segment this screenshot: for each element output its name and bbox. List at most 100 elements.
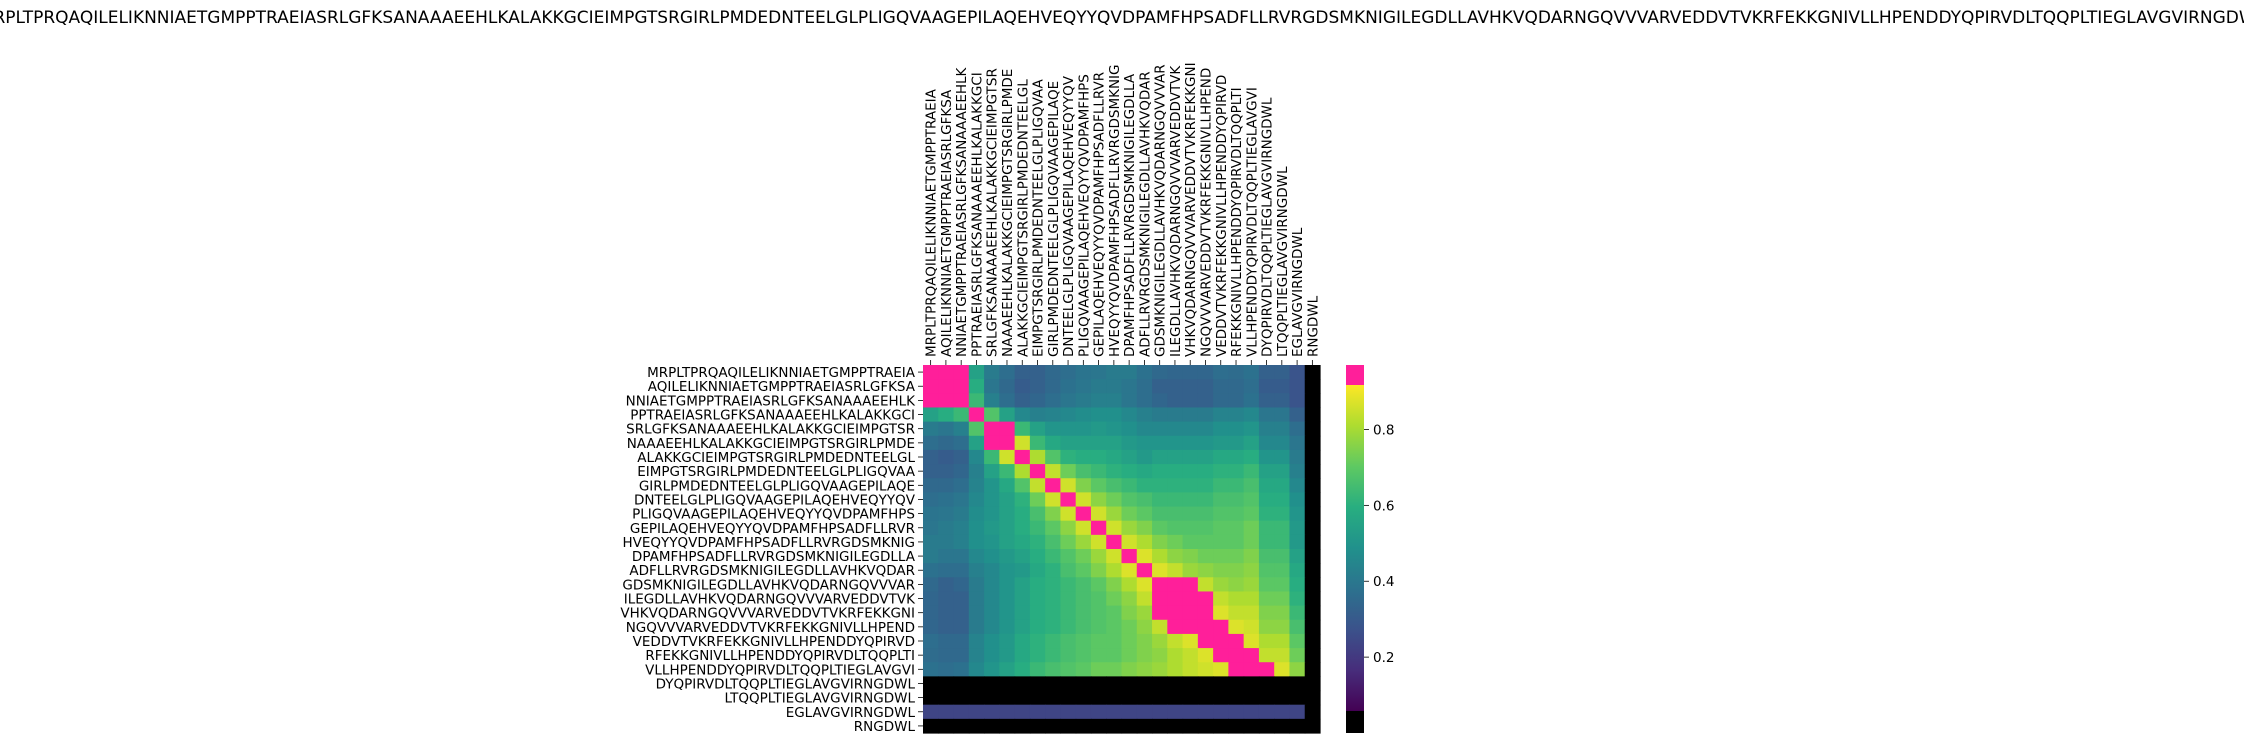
heatmap-cell — [1029, 435, 1046, 451]
heatmap-cell — [1045, 365, 1062, 380]
heatmap-cell — [1213, 464, 1229, 479]
heatmap-cell — [1060, 393, 1077, 409]
row-tick-label: GDSMKNIGILEGDLLAVHKVQDARNGQVVVAR — [622, 577, 915, 593]
heatmap-cell — [999, 464, 1016, 479]
heatmap-cell — [1304, 577, 1321, 593]
heatmap-cell — [1213, 605, 1229, 621]
heatmap-cell — [999, 492, 1016, 508]
heatmap-cell — [1182, 633, 1199, 649]
heatmap-cell — [1121, 704, 1138, 720]
heatmap-cell — [1121, 435, 1138, 451]
heatmap-cell — [1197, 379, 1214, 394]
heatmap-cell — [1258, 407, 1275, 423]
heatmap-cell — [1182, 605, 1199, 621]
heatmap-cell — [1289, 676, 1306, 692]
heatmap-cell — [1014, 520, 1031, 536]
heatmap-cell — [1304, 379, 1321, 394]
heatmap-cell — [1197, 690, 1214, 706]
heatmap-cell — [1045, 662, 1062, 677]
heatmap-cell — [968, 435, 985, 451]
heatmap-cell — [1136, 690, 1153, 706]
heatmap-cell — [968, 407, 985, 423]
colorbar-over-segment — [1346, 365, 1364, 385]
heatmap-cell — [1289, 393, 1306, 409]
heatmap-cell — [968, 449, 985, 465]
heatmap-cell — [1045, 478, 1062, 493]
heatmap-cell — [1152, 435, 1168, 451]
heatmap-cell — [1304, 633, 1321, 649]
heatmap-cell — [1167, 648, 1184, 663]
heatmap-cell — [1228, 393, 1245, 409]
heatmap-cell — [1243, 676, 1260, 692]
row-tick-label: NNIAETGMPPTRAEIASRLGFKSANAAAEEHLK — [626, 393, 917, 409]
row-tick-label: PPTRAEIASRLGFKSANAAAEEHLKALAKKGCI — [630, 408, 915, 424]
heatmap-cell — [984, 549, 1000, 564]
heatmap-cell — [1228, 520, 1245, 536]
heatmap-cell — [1121, 563, 1138, 578]
heatmap-cell — [953, 435, 970, 451]
heatmap-cell — [984, 648, 1000, 663]
heatmap-cell — [1258, 421, 1275, 437]
heatmap-cell — [1090, 648, 1107, 663]
heatmap-cell — [1243, 633, 1260, 649]
row-tick-label: VHKVQDARNGQVVVARVEDDVTVKRFEKKGNI — [620, 606, 915, 622]
heatmap-cell — [1060, 619, 1077, 635]
heatmap-cell — [1274, 704, 1291, 720]
heatmap-cell — [1213, 704, 1229, 720]
heatmap-cell — [1228, 407, 1245, 423]
heatmap-cell — [923, 633, 939, 649]
heatmap-cell — [1090, 633, 1107, 649]
heatmap-cell — [1289, 577, 1306, 593]
heatmap-cell — [1075, 520, 1092, 536]
heatmap-cell — [953, 662, 970, 677]
heatmap-cell — [984, 577, 1000, 593]
heatmap-cell — [1274, 534, 1291, 550]
heatmap-cell — [999, 365, 1016, 380]
heatmap-cell — [1152, 577, 1168, 593]
heatmap-cell — [1121, 662, 1138, 677]
heatmap-cell — [1090, 591, 1107, 607]
heatmap-cell — [1029, 478, 1046, 493]
heatmap-cell — [923, 662, 939, 677]
heatmap-cell — [1197, 407, 1214, 423]
heatmap-cell — [1075, 591, 1092, 607]
heatmap-cell — [1167, 704, 1184, 720]
heatmap-cell — [1014, 563, 1031, 578]
heatmap-cell — [1289, 662, 1306, 677]
heatmap-cell — [1060, 379, 1077, 394]
heatmap-cell — [923, 407, 939, 423]
heatmap-cell — [938, 506, 955, 522]
heatmap-cell — [1213, 662, 1229, 677]
heatmap-cell — [1274, 676, 1291, 692]
heatmap-cell — [1289, 591, 1306, 607]
heatmap-cell — [1274, 421, 1291, 437]
heatmap-cell — [1014, 591, 1031, 607]
heatmap-cell — [1106, 549, 1123, 564]
heatmap-cell — [1182, 365, 1199, 380]
heatmap-cell — [953, 478, 970, 493]
heatmap-cell — [953, 549, 970, 564]
heatmap-cell — [1243, 478, 1260, 493]
heatmap-cell — [1136, 534, 1153, 550]
heatmap-cell — [1167, 393, 1184, 409]
heatmap-cell — [1213, 379, 1229, 394]
heatmap-cell — [1289, 449, 1306, 465]
heatmap-cell — [1075, 464, 1092, 479]
heatmap-cell — [1213, 718, 1229, 734]
heatmap-cell — [1045, 718, 1062, 734]
heatmap-cell — [999, 435, 1016, 451]
heatmap-cell — [1258, 577, 1275, 593]
heatmap-cell — [1106, 690, 1123, 706]
row-tick-labels: MRPLTPRQAQILELIKNNIAETGMPPTRAEIAAQILELIK… — [620, 365, 923, 735]
heatmap-cell — [1060, 591, 1077, 607]
heatmap-cell — [1304, 435, 1321, 451]
heatmap-cell — [1274, 492, 1291, 508]
row-tick-label: MRPLTPRQAQILELIKNNIAETGMPPTRAEIA — [647, 365, 916, 381]
heatmap-cell — [1106, 619, 1123, 635]
heatmap-cell — [1136, 676, 1153, 692]
heatmap-cell — [953, 676, 970, 692]
heatmap-cell — [1274, 449, 1291, 465]
heatmap-cell — [1121, 365, 1138, 380]
heatmap-cell — [1197, 549, 1214, 564]
column-tick-label: VEDDVTVKRFEKKGNIVLLHPENDDYQPIRVD — [1214, 75, 1230, 357]
